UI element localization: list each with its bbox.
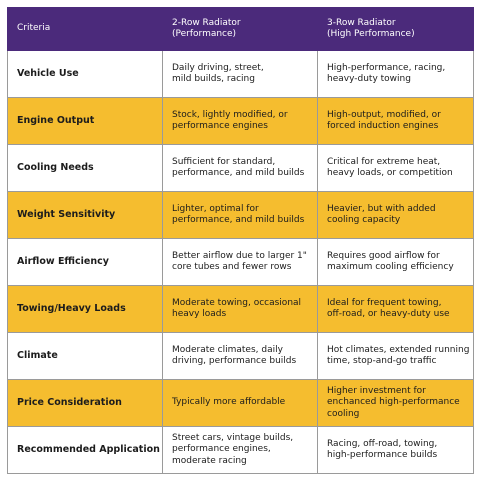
value-cell: High-performance, racing, heavy-duty towi… [317, 50, 474, 98]
table-body: Vehicle Use Daily driving, street, mild bu… [7, 50, 474, 474]
header-cell: 3-Row Radiator (High Performance) [317, 7, 474, 51]
cell-line: Lighter, optimal for [172, 203, 259, 214]
cell-line: cooling capacity [327, 215, 401, 225]
value-cell: Stock, lightly modified, or performance e… [162, 97, 318, 145]
cell-line: Moderate climates, daily [172, 344, 283, 355]
value-cell: Critical for extreme heat, heavy loads, o… [317, 144, 474, 192]
cell-line: high-performance builds [327, 450, 438, 460]
cell-line: Cooling Needs [17, 162, 94, 174]
criteria-cell: Recommended Application [7, 426, 163, 474]
value-cell: Heavier, but with added cooling capacity [317, 191, 474, 239]
cell-line: Hot climates, extended running [327, 344, 470, 355]
value-cell: Requires good airflow for maximum cooling… [317, 238, 474, 286]
cell-line: Price Consideration [17, 397, 122, 409]
cell-line: Towing/Heavy Loads [17, 303, 126, 315]
cell-line: High-performance, racing, [327, 62, 446, 73]
table-row: Price Consideration Typically more afford… [7, 379, 474, 427]
cell-line: Daily driving, street, [172, 62, 264, 73]
criteria-cell: Cooling Needs [7, 144, 163, 192]
table-row: Engine Output Stock, lightly modified, or… [7, 97, 474, 145]
table-row: Cooling Needs Sufficient for standard, per… [7, 144, 474, 192]
cell-line: performance engines, [172, 444, 271, 455]
criteria-cell: Price Consideration [7, 379, 163, 427]
cell-line: 2-Row Radiator [172, 17, 241, 28]
cell-line: Critical for extreme heat, [327, 156, 441, 167]
table-row: Climate Moderate climates, daily driving, … [7, 332, 474, 380]
table-row: Towing/Heavy Loads Moderate towing, occas… [7, 285, 474, 333]
cell-line: Better airflow due to larger 1" [172, 250, 307, 261]
cell-line: maximum cooling efficiency [327, 262, 454, 272]
value-cell: Lighter, optimal for performance, and mil… [162, 191, 318, 239]
cell-line: Sufficient for standard, [172, 156, 276, 167]
table-row: Airflow Efficiency Better airflow due to … [7, 238, 474, 286]
cell-line: performance, and mild builds [172, 215, 305, 225]
cell-line: driving, performance builds [172, 356, 297, 366]
cell-line: Ideal for frequent towing, [327, 297, 442, 308]
cell-line: Typically more affordable [172, 397, 286, 408]
cell-line: heavy loads, or competition [327, 168, 453, 178]
cell-line: Stock, lightly modified, or [172, 109, 288, 120]
header-cell: Criteria [7, 7, 163, 51]
cell-line: (High Performance) [327, 29, 415, 39]
criteria-cell: Weight Sensitivity [7, 191, 163, 239]
cell-line: mild builds, racing [172, 74, 255, 84]
cell-line: Street cars, vintage builds, [172, 432, 294, 443]
cell-line: Criteria [17, 23, 51, 34]
cell-line: Higher investment for [327, 385, 426, 396]
criteria-cell: Vehicle Use [7, 50, 163, 98]
criteria-cell: Engine Output [7, 97, 163, 145]
value-cell: Higher investment for enchanced high-perf… [317, 379, 474, 427]
cell-line: Moderate towing, occasional [172, 297, 302, 308]
table-row: Recommended Application Street cars, vint… [7, 426, 474, 474]
value-cell: Moderate towing, occasional heavy loads [162, 285, 318, 333]
value-cell: Better airflow due to larger 1" core tube… [162, 238, 318, 286]
comparison-table: Criteria 2-Row Radiator (Performance) 3-Row… [7, 7, 474, 474]
cell-line: Recommended Application [17, 444, 160, 456]
header-row: Criteria 2-Row Radiator (Performance) 3-Row… [7, 7, 474, 51]
value-cell: Sufficient for standard, performance, and… [162, 144, 318, 192]
cell-line: heavy loads [172, 309, 227, 319]
value-cell: Racing, off-road, towing, high-performanc… [317, 426, 474, 474]
value-cell: Typically more affordable [162, 379, 318, 427]
cell-line: heavy-duty towing [327, 74, 411, 84]
cell-line: (Performance) [172, 29, 237, 39]
table-header: Criteria 2-Row Radiator (Performance) 3-Row… [7, 7, 474, 51]
cell-line: 3-Row Radiator [327, 17, 396, 28]
value-cell: Ideal for frequent towing, off-road, or h… [317, 285, 474, 333]
value-cell: Moderate climates, daily driving, perform… [162, 332, 318, 380]
cell-line: Racing, off-road, towing, [327, 438, 438, 449]
table-row: Weight Sensitivity Lighter, optimal for pe… [7, 191, 474, 239]
cell-line: enchanced high-performance [327, 397, 460, 408]
cell-line: core tubes and fewer rows [172, 262, 292, 272]
cell-line: performance, and mild builds [172, 168, 305, 178]
value-cell: Hot climates, extended running time, stop… [317, 332, 474, 380]
criteria-cell: Climate [7, 332, 163, 380]
cell-line: Climate [17, 350, 58, 362]
cell-line: Requires good airflow for [327, 250, 440, 261]
header-cell: 2-Row Radiator (Performance) [162, 7, 318, 51]
cell-line: Engine Output [17, 115, 95, 127]
cell-line: cooling [327, 408, 360, 419]
cell-line: Weight Sensitivity [17, 209, 116, 221]
cell-line: moderate racing [172, 455, 247, 466]
value-cell: High-output, modified, or forced inductio… [317, 97, 474, 145]
value-cell: Street cars, vintage builds, performance … [162, 426, 318, 474]
cell-line: off-road, or heavy-duty use [327, 309, 450, 319]
cell-line: forced induction engines [327, 121, 439, 131]
value-cell: Daily driving, street, mild builds, racin… [162, 50, 318, 98]
cell-line: Vehicle Use [17, 68, 79, 80]
cell-line: performance engines [172, 121, 268, 131]
criteria-cell: Airflow Efficiency [7, 238, 163, 286]
criteria-cell: Towing/Heavy Loads [7, 285, 163, 333]
cell-line: High-output, modified, or [327, 109, 441, 120]
cell-line: Heavier, but with added [327, 203, 436, 214]
table-row: Vehicle Use Daily driving, street, mild bu… [7, 50, 474, 98]
cell-line: Airflow Efficiency [17, 256, 109, 268]
cell-line: time, stop-and-go traffic [327, 356, 437, 366]
comparison-table-wrap: Criteria 2-Row Radiator (Performance) 3-Row… [7, 7, 474, 474]
